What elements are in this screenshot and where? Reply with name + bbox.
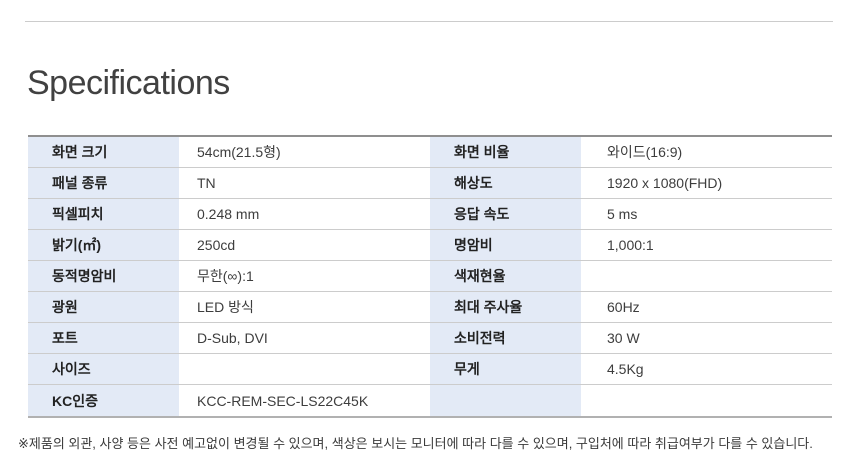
spec-value-cell: 60Hz (607, 299, 640, 315)
table-row: KC인증 KCC-REM-SEC-LS22C45K (28, 385, 832, 416)
spec-value-cell: LED 방식 (197, 299, 254, 315)
spec-label-cell: KC인증 (28, 385, 179, 416)
spec-value-cell: 5 ms (607, 206, 638, 222)
spec-label-cell: 밝기(㎡) (28, 230, 179, 260)
spec-table: 화면 크기 54cm(21.5형) 화면 비율 와이드(16:9) 패널 종류 … (28, 135, 832, 418)
table-row: 밝기(㎡) 250cd 명암비 1,000:1 (28, 230, 832, 261)
spec-value-cell: KCC-REM-SEC-LS22C45K (197, 392, 369, 409)
spec-value-cell: 250cd (197, 237, 236, 253)
spec-value-cell (581, 261, 832, 291)
table-row: 패널 종류 TN 해상도 1920 x 1080(FHD) (28, 168, 832, 199)
spec-value-cell: 30 W (607, 330, 640, 346)
spec-value-cell: 1920 x 1080(FHD) (607, 175, 723, 191)
spec-value-cell (581, 385, 832, 416)
spec-value-cell: 54cm(21.5형) (197, 144, 281, 160)
spec-label-cell: 화면 크기 (28, 137, 179, 167)
top-divider (25, 21, 833, 22)
spec-label-cell: 포트 (28, 323, 179, 353)
spec-label-cell: 무게 (430, 354, 581, 384)
spec-label-cell: 픽셀피치 (28, 199, 179, 229)
spec-label-cell: 최대 주사율 (430, 292, 581, 322)
spec-value-cell (179, 354, 430, 384)
spec-label-cell: 색재현율 (430, 261, 581, 291)
table-row: 동적명암비 무한(∞):1 색재현율 (28, 261, 832, 292)
spec-label-cell (430, 385, 581, 416)
spec-label-cell: 동적명암비 (28, 261, 179, 291)
table-row: 화면 크기 54cm(21.5형) 화면 비율 와이드(16:9) (28, 137, 832, 168)
spec-label-cell: 소비전력 (430, 323, 581, 353)
footnote-text: ※제품의 외관, 사양 등은 사전 예고없이 변경될 수 있으며, 색상은 보시… (18, 436, 813, 451)
table-row: 픽셀피치 0.248 mm 응답 속도 5 ms (28, 199, 832, 230)
table-row: 포트 D-Sub, DVI 소비전력 30 W (28, 323, 832, 354)
table-row: 광원 LED 방식 최대 주사율 60Hz (28, 292, 832, 323)
spec-label-cell: 응답 속도 (430, 199, 581, 229)
spec-value-cell: 와이드(16:9) (607, 144, 683, 160)
spec-value-cell: D-Sub, DVI (197, 330, 268, 346)
spec-value-cell: 1,000:1 (607, 237, 654, 253)
spec-label-cell: 패널 종류 (28, 168, 179, 198)
spec-label-cell: 명암비 (430, 230, 581, 260)
spec-label-cell: 화면 비율 (430, 137, 581, 167)
spec-value-cell: 0.248 mm (197, 206, 260, 222)
spec-label-cell: 사이즈 (28, 354, 179, 384)
spec-value-cell: TN (197, 175, 216, 191)
page-title: Specifications (27, 64, 230, 102)
table-row: 사이즈 무게 4.5Kg (28, 354, 832, 385)
spec-label-cell: 광원 (28, 292, 179, 322)
spec-label-cell: 해상도 (430, 168, 581, 198)
spec-value-cell: 4.5Kg (607, 361, 644, 377)
spec-value-cell: 무한(∞):1 (197, 268, 254, 284)
